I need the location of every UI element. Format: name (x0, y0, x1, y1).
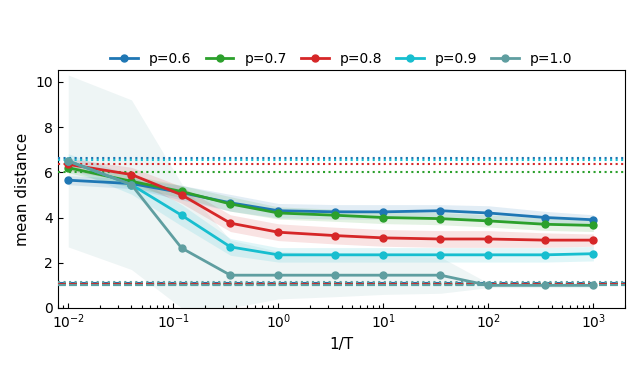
p=0.8 (541, 238, 549, 242)
p=0.7 (227, 202, 234, 206)
p=0.9 (127, 182, 135, 187)
p=1.0 (127, 182, 135, 187)
p=0.8 (65, 162, 72, 167)
p=0.8 (275, 230, 282, 235)
p=0.9 (589, 251, 597, 256)
p=0.9 (275, 252, 282, 257)
p=0.7 (178, 189, 186, 194)
p=0.9 (541, 252, 549, 257)
p=1.0 (484, 283, 492, 288)
Line: p=0.7: p=0.7 (65, 164, 597, 229)
p=0.9 (436, 252, 444, 257)
p=0.6 (332, 210, 339, 214)
Line: p=0.8: p=0.8 (65, 161, 597, 244)
p=1.0 (436, 273, 444, 277)
p=0.7 (332, 213, 339, 217)
Line: p=1.0: p=1.0 (65, 157, 597, 289)
p=0.8 (484, 237, 492, 241)
p=0.8 (380, 236, 387, 240)
Y-axis label: mean distance: mean distance (15, 132, 30, 246)
p=0.8 (178, 193, 186, 197)
p=0.9 (178, 213, 186, 217)
Line: p=0.9: p=0.9 (65, 157, 597, 258)
p=0.8 (436, 237, 444, 241)
Legend: p=0.6, p=0.7, p=0.8, p=0.9, p=1.0: p=0.6, p=0.7, p=0.8, p=0.9, p=1.0 (105, 47, 579, 72)
p=1.0 (65, 159, 72, 163)
p=0.9 (484, 252, 492, 257)
p=0.9 (332, 252, 339, 257)
p=0.9 (227, 245, 234, 249)
p=0.6 (178, 190, 186, 195)
p=0.6 (127, 181, 135, 186)
p=0.8 (589, 238, 597, 242)
p=1.0 (275, 273, 282, 277)
p=0.8 (332, 233, 339, 238)
p=0.7 (484, 219, 492, 223)
p=0.9 (380, 252, 387, 257)
p=0.6 (380, 210, 387, 214)
p=1.0 (589, 283, 597, 288)
p=0.9 (65, 159, 72, 163)
p=0.6 (484, 211, 492, 215)
p=0.8 (227, 221, 234, 225)
p=0.6 (227, 201, 234, 205)
p=0.8 (127, 172, 135, 177)
p=0.6 (65, 178, 72, 182)
p=0.6 (541, 215, 549, 220)
p=0.7 (589, 223, 597, 228)
Line: p=0.6: p=0.6 (65, 177, 597, 223)
p=0.7 (380, 215, 387, 220)
p=0.7 (127, 179, 135, 184)
p=0.7 (436, 217, 444, 221)
p=1.0 (178, 246, 186, 250)
p=0.6 (275, 208, 282, 213)
p=0.7 (275, 211, 282, 215)
p=1.0 (227, 273, 234, 277)
p=0.6 (436, 208, 444, 213)
p=1.0 (380, 273, 387, 277)
X-axis label: 1/T: 1/T (330, 337, 353, 352)
p=0.7 (65, 166, 72, 170)
p=1.0 (332, 273, 339, 277)
p=1.0 (541, 283, 549, 288)
p=0.6 (589, 218, 597, 222)
p=0.7 (541, 222, 549, 226)
